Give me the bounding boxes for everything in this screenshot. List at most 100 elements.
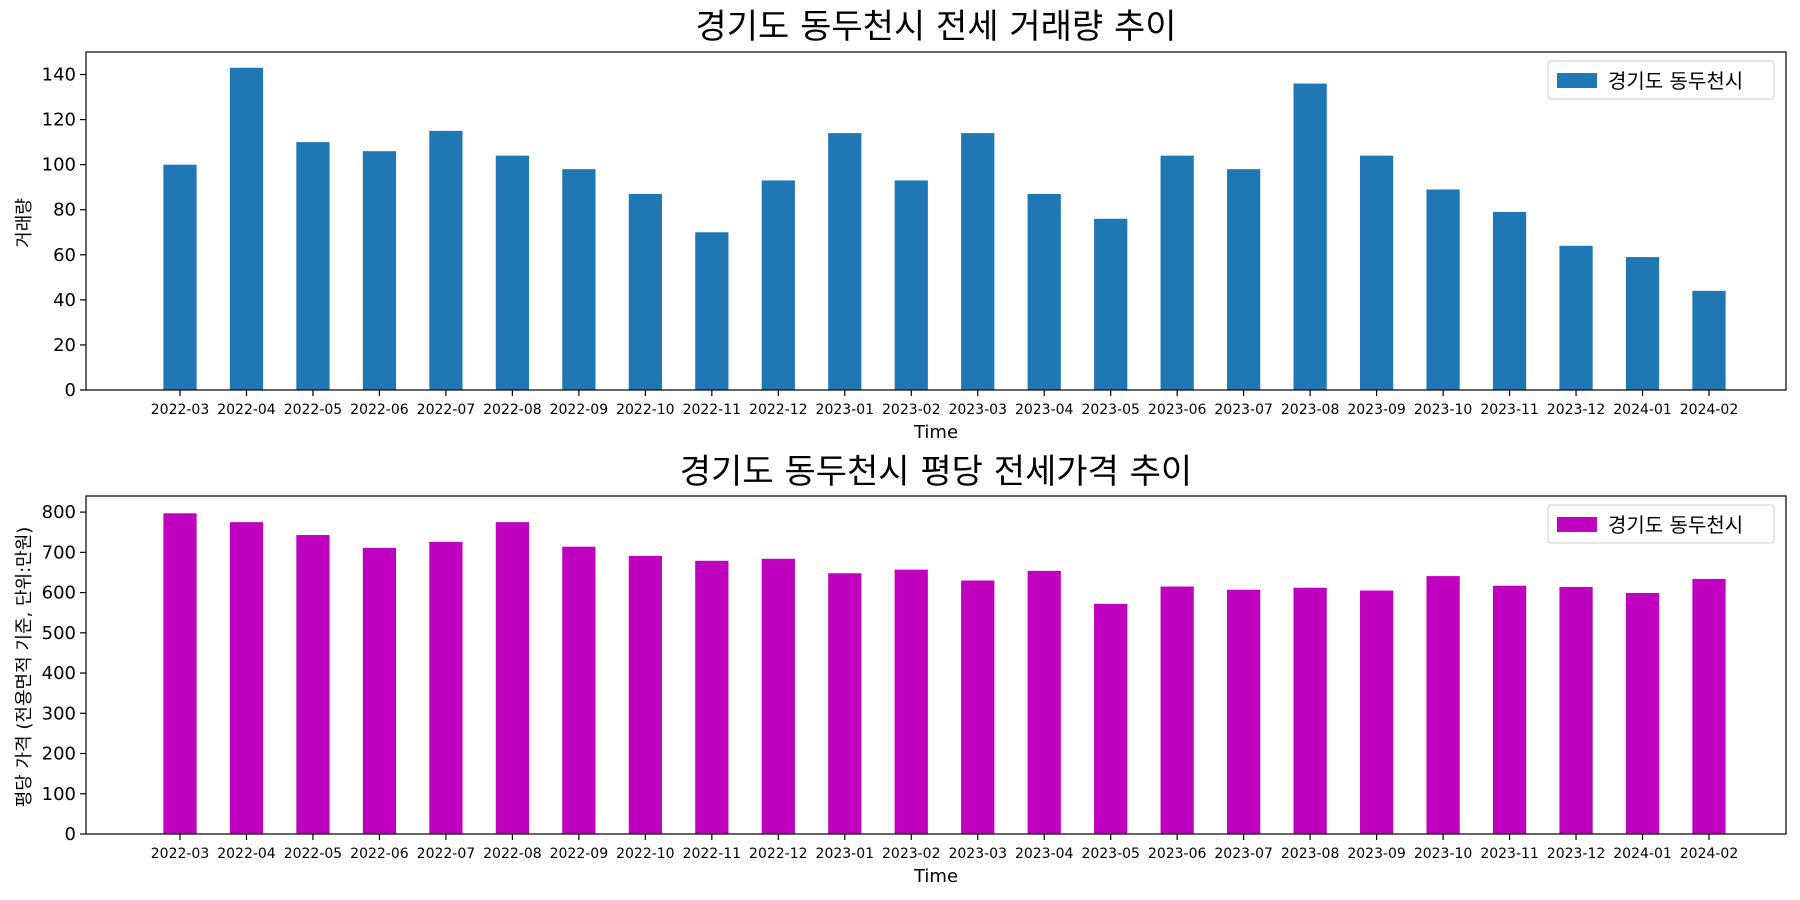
bar <box>1094 603 1128 834</box>
x-tick-label: 2023-08 <box>1281 846 1340 862</box>
y-tick-label: 120 <box>42 110 76 131</box>
price-chart: 경기도 동두천시 평당 전세가격 추이 Time 평당 가격 (전용면적 기준,… <box>14 452 1787 887</box>
y-tick-label: 0 <box>65 380 76 401</box>
x-tick-label: 2023-01 <box>816 402 875 418</box>
x-tick-label: 2022-07 <box>417 402 476 418</box>
bar <box>961 580 995 834</box>
x-tick-label: 2022-07 <box>417 846 476 862</box>
x-tick-label: 2022-06 <box>350 846 409 862</box>
y-axis-label: 거래량 <box>14 198 35 248</box>
bar <box>362 547 397 834</box>
x-tick-label: 2022-04 <box>217 402 276 418</box>
bar <box>1293 83 1327 391</box>
bar <box>163 513 197 834</box>
bar <box>1227 169 1261 390</box>
x-tick-label: 2023-03 <box>948 846 1007 862</box>
bar <box>695 560 729 834</box>
x-tick-label: 2023-11 <box>1480 402 1539 418</box>
x-ticks: 2022-03 2022-04 2022-05 2022-06 2022-07 2022-… <box>151 834 1738 862</box>
bar <box>1559 245 1593 390</box>
bar <box>761 180 795 390</box>
x-tick-label: 2022-03 <box>151 846 210 862</box>
y-tick-label: 40 <box>53 290 76 311</box>
bars <box>163 513 1726 834</box>
x-tick-label: 2023-07 <box>1214 402 1273 418</box>
bar <box>1492 211 1527 390</box>
legend-swatch <box>1557 517 1597 532</box>
bar <box>562 546 596 834</box>
x-ticks: 2022-03 2022-04 2022-05 2022-06 2022-07 2022-… <box>151 390 1739 418</box>
y-tick-label: 20 <box>53 335 76 356</box>
volume-chart: 경기도 동두천시 전세 거래량 추이 Time 거래량 0 20 40 60 80 100… <box>14 7 1787 443</box>
x-tick-label: 2023-08 <box>1281 402 1340 418</box>
x-tick-label: 2022-08 <box>483 846 542 862</box>
bar <box>229 67 264 391</box>
x-tick-label: 2023-12 <box>1547 402 1606 418</box>
bar <box>894 180 928 390</box>
bar <box>495 155 530 390</box>
chart-title: 경기도 동두천시 평당 전세가격 추이 <box>680 452 1192 492</box>
bar <box>894 569 928 834</box>
bar <box>1160 155 1194 390</box>
x-tick-label: 2022-10 <box>616 846 675 862</box>
x-tick-label: 2023-07 <box>1214 846 1273 862</box>
x-tick-label: 2023-10 <box>1414 402 1473 418</box>
y-tick-label: 400 <box>42 663 76 684</box>
x-tick-label: 2023-01 <box>816 846 875 862</box>
x-tick-label: 2024-01 <box>1613 402 1672 418</box>
x-tick-label: 2022-11 <box>683 846 742 862</box>
bar <box>1426 576 1460 834</box>
y-axis-label: 평당 가격 (전용면적 기준, 단위:만원) <box>14 527 35 808</box>
x-axis-label: Time <box>913 866 958 887</box>
bar <box>1492 585 1527 834</box>
x-tick-label: 2022-06 <box>350 402 409 418</box>
bar <box>1027 570 1061 834</box>
y-tick-label: 200 <box>42 744 76 765</box>
x-tick-label: 2023-03 <box>948 402 1007 418</box>
x-tick-label: 2023-02 <box>882 402 941 418</box>
legend-box <box>1547 60 1775 100</box>
bar <box>495 522 530 834</box>
plot-frame <box>85 495 1787 835</box>
bar <box>1625 592 1660 834</box>
bar <box>1160 586 1194 834</box>
plot-frame <box>85 51 1787 391</box>
x-tick-label: 2024-02 <box>1680 402 1739 418</box>
bar <box>628 555 662 834</box>
x-tick-label: 2022-04 <box>217 846 276 862</box>
y-tick-label: 600 <box>42 583 76 604</box>
bar <box>429 130 463 390</box>
bar <box>1027 193 1061 390</box>
bar <box>296 142 330 390</box>
x-tick-label: 2022-05 <box>284 846 343 862</box>
x-tick-label: 2022-12 <box>749 846 808 862</box>
x-tick-label: 2022-08 <box>483 402 542 418</box>
bar <box>296 535 330 834</box>
bar <box>1426 189 1460 390</box>
x-tick-label: 2023-05 <box>1081 846 1140 862</box>
bar <box>1293 587 1327 834</box>
x-tick-label: 2022-11 <box>683 402 742 418</box>
x-axis-label: Time <box>913 422 958 443</box>
x-tick-label: 2023-04 <box>1015 402 1074 418</box>
bar <box>628 193 662 390</box>
y-ticks: 0 100 200 300 400 500 600 700 800 <box>42 502 86 845</box>
x-tick-label: 2023-04 <box>1015 846 1074 862</box>
x-tick-label: 2022-03 <box>151 402 210 418</box>
x-tick-label: 2022-12 <box>749 402 808 418</box>
x-tick-label: 2023-02 <box>882 846 941 862</box>
bars <box>163 67 1726 391</box>
bar <box>761 558 795 834</box>
bar <box>1359 155 1394 390</box>
x-tick-label: 2022-05 <box>284 402 343 418</box>
bar <box>828 133 862 390</box>
legend-swatch <box>1557 73 1597 88</box>
x-tick-label: 2023-12 <box>1547 846 1606 862</box>
bar <box>163 164 197 390</box>
y-tick-label: 0 <box>65 824 76 845</box>
x-tick-label: 2023-06 <box>1148 846 1207 862</box>
bar <box>562 169 596 390</box>
bar <box>695 232 729 390</box>
bar <box>1227 589 1261 834</box>
